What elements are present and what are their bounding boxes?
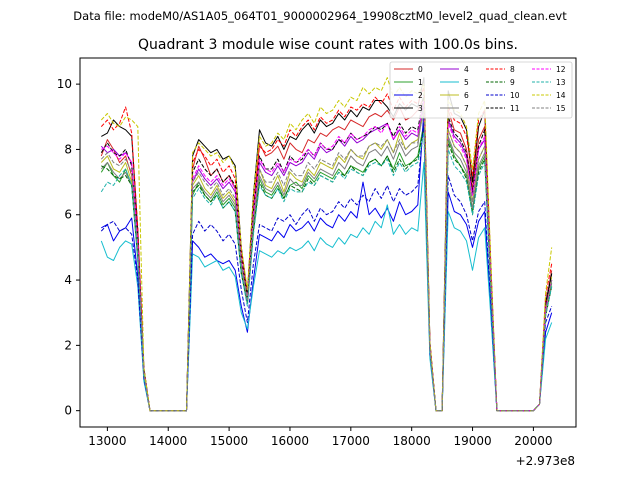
legend-frame: [389, 61, 573, 119]
x-offset-label: +2.973e8: [516, 454, 575, 468]
y-axis: 0 2 4 6 8 10: [57, 77, 80, 418]
chart-title: Quadrant 3 module wise count rates with …: [138, 37, 518, 53]
legend-label-0: 0: [418, 65, 423, 74]
legend-label-5: 5: [464, 78, 469, 87]
legend-label-8: 8: [510, 65, 515, 74]
y-tick-label: 8: [64, 142, 72, 156]
y-tick-label: 2: [64, 338, 72, 352]
legend-label-13: 13: [556, 78, 566, 87]
legend-label-15: 15: [556, 104, 566, 113]
x-tick-label: 15000: [210, 434, 248, 448]
data-file-label: Data file: modeM0/AS1A05_064T01_90000029…: [73, 9, 567, 23]
axes-frame: [79, 57, 577, 428]
x-tick-label: 19000: [453, 434, 491, 448]
legend-label-7: 7: [464, 104, 469, 113]
legend-label-14: 14: [556, 91, 566, 100]
x-tick-label: 14000: [149, 434, 187, 448]
legend-label-1: 1: [418, 78, 423, 87]
y-tick-label: 6: [64, 208, 72, 222]
legend-label-4: 4: [464, 65, 469, 74]
x-tick-label: 17000: [332, 434, 370, 448]
x-tick-label: 20000: [514, 434, 552, 448]
legend-label-10: 10: [510, 91, 520, 100]
y-tick-label: 4: [64, 273, 72, 287]
y-tick-label: 10: [57, 77, 72, 91]
legend-label-9: 9: [510, 78, 515, 87]
x-tick-label: 16000: [271, 434, 309, 448]
plot-area: 13000 14000 15000 16000 17000 18000 19000 20000…: [57, 57, 577, 468]
x-tick-label: 13000: [88, 434, 126, 448]
legend-label-2: 2: [418, 91, 423, 100]
series-layer: [100, 77, 553, 412]
x-axis: 13000 14000 15000 16000 17000 18000 19000 20000: [88, 427, 552, 448]
y-tick-label: 0: [64, 404, 72, 418]
legend-label-12: 12: [556, 65, 566, 74]
x-tick-label: 18000: [393, 434, 431, 448]
legend-label-6: 6: [464, 91, 469, 100]
axes-background: [80, 58, 576, 427]
series-line-15: [100, 106, 553, 412]
legend-label-11: 11: [510, 104, 520, 113]
legend-label-3: 3: [418, 104, 423, 113]
